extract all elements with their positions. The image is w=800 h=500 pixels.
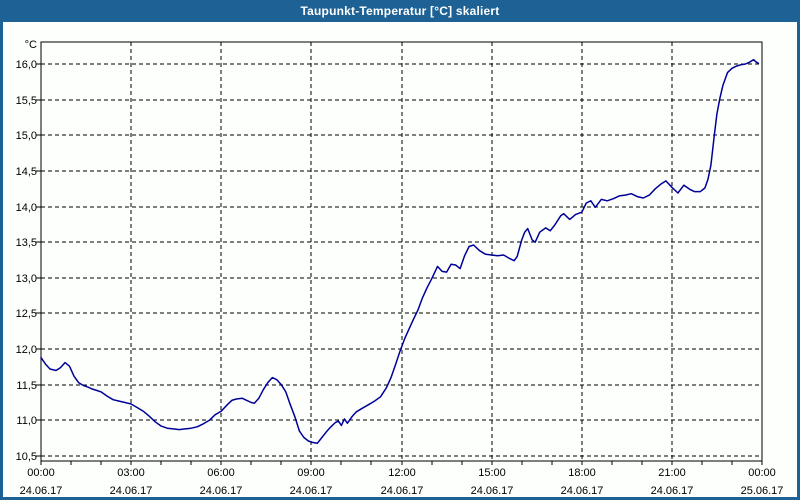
x-tick-time-label: 15:00 bbox=[478, 467, 506, 479]
x-tick-time-label: 09:00 bbox=[297, 467, 325, 479]
y-tick-label: 12,0 bbox=[16, 344, 37, 356]
window-title: Taupunkt-Temperatur [°C] skaliert bbox=[300, 4, 500, 18]
x-tick-date-label: 24.06.17 bbox=[290, 485, 333, 497]
x-tick-date-label: 24.06.17 bbox=[561, 485, 604, 497]
plot-border bbox=[40, 41, 763, 462]
y-tick-label: 14,5 bbox=[16, 166, 37, 178]
x-tick-time-label: 00:00 bbox=[748, 467, 776, 479]
x-tick-time-label: 03:00 bbox=[117, 467, 145, 479]
y-tick-label: 13,0 bbox=[16, 273, 37, 285]
y-tick-label: 15,5 bbox=[16, 95, 37, 107]
x-tick-time-label: 21:00 bbox=[658, 467, 686, 479]
x-tick-date-label: 24.06.17 bbox=[200, 485, 243, 497]
x-tick-date-label: 24.06.17 bbox=[20, 485, 63, 497]
y-tick-label: 12,5 bbox=[16, 308, 37, 320]
x-tick-date-label: 24.06.17 bbox=[651, 485, 694, 497]
chart-area: 10,5 11,0 11,5 12,0 12,5 13,0 13,5 14,0 14,5 15,0… bbox=[3, 22, 797, 497]
y-tick-label: 15,0 bbox=[16, 130, 37, 142]
series-line-taupunkt bbox=[40, 58, 760, 444]
y-tick-label: 11,5 bbox=[16, 380, 37, 392]
y-axis-unit-label: °C bbox=[25, 39, 37, 51]
x-tick-date-label: 24.06.17 bbox=[381, 485, 424, 497]
x-tick-time-label: 00:00 bbox=[27, 467, 55, 479]
y-tick-label: 13,5 bbox=[16, 237, 37, 249]
y-tick-label: 11,0 bbox=[16, 415, 37, 427]
y-tick-label: 16,0 bbox=[16, 59, 37, 71]
x-tick-date-label: 24.06.17 bbox=[110, 485, 153, 497]
x-tick-time-label: 06:00 bbox=[207, 467, 235, 479]
dewpoint-line-chart: 10,5 11,0 11,5 12,0 12,5 13,0 13,5 14,0 14,5 15,0… bbox=[16, 39, 784, 497]
y-tick-label: 14,0 bbox=[16, 202, 37, 214]
y-tick-label: 10,5 bbox=[16, 451, 37, 463]
x-tick-time-label: 12:00 bbox=[388, 467, 416, 479]
x-tick-time-label: 18:00 bbox=[568, 467, 596, 479]
x-tick-date-label: 25.06.17 bbox=[741, 485, 784, 497]
window-title-bar: Taupunkt-Temperatur [°C] skaliert bbox=[0, 0, 800, 22]
x-tick-date-label: 24.06.17 bbox=[471, 485, 514, 497]
